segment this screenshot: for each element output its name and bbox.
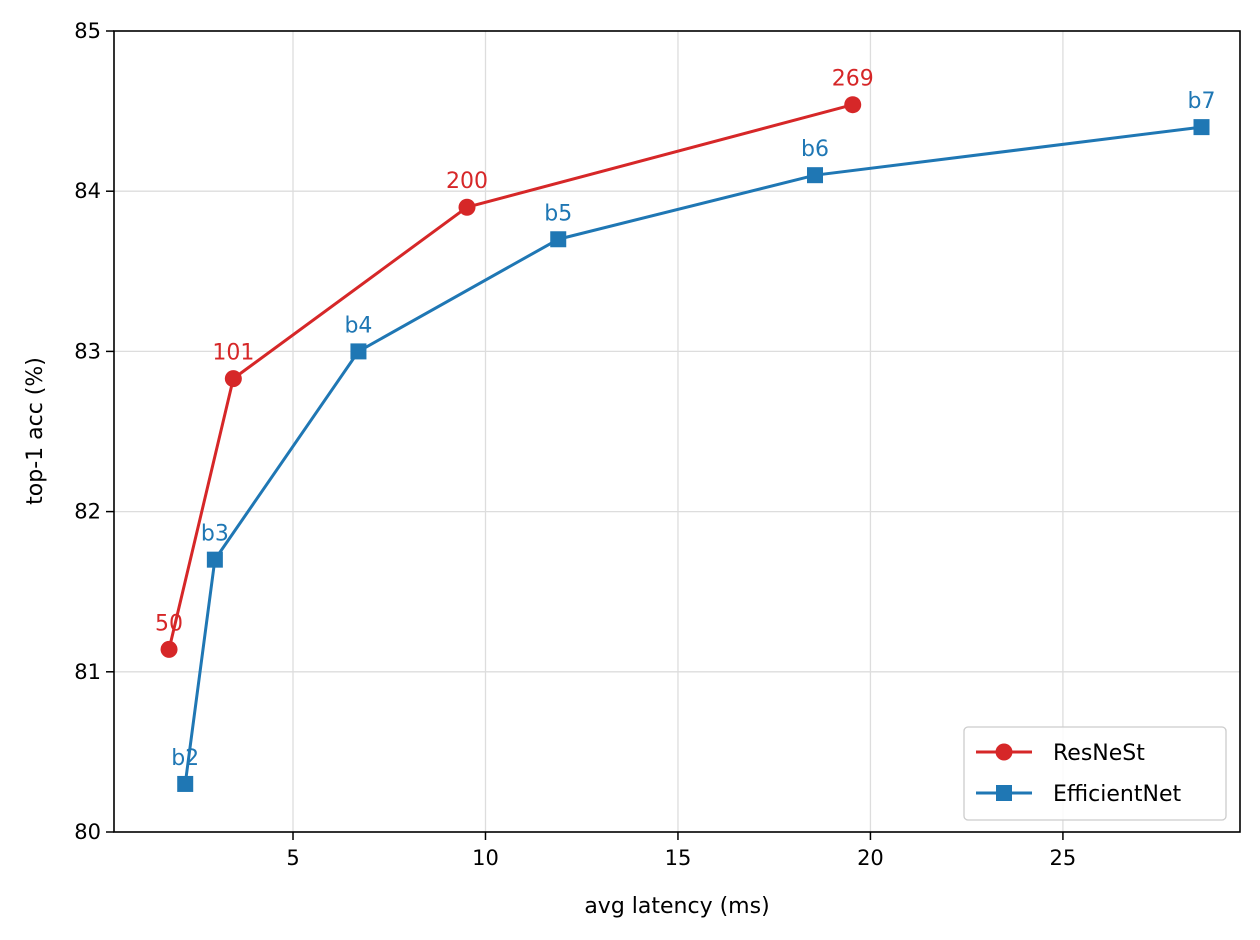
legend-marker-efficientnet	[996, 785, 1012, 801]
legend-label-efficientnet: EfficientNet	[1053, 782, 1181, 807]
series-resnest	[160, 96, 862, 658]
y-axis-label: top-1 acc (%)	[23, 357, 48, 505]
x-tick-label: 20	[857, 846, 884, 870]
point-label-efficientnet: b5	[544, 201, 572, 226]
x-axis-label: avg latency (ms)	[584, 894, 769, 919]
point-labels: 50 101 200 269 b2 b3 b4 b5 b6 b7	[155, 67, 1215, 771]
data-point-resnest	[160, 640, 178, 658]
legend-marker-resnest	[995, 743, 1013, 761]
legend-item-efficientnet: EfficientNet	[976, 782, 1181, 807]
y-tick-label: 85	[74, 19, 101, 43]
series-efficientnet	[177, 119, 1210, 792]
data-point-efficientnet	[550, 231, 567, 248]
legend: ResNeSt EfficientNet	[963, 726, 1227, 821]
legend-frame	[963, 726, 1227, 821]
legend-label-resnest: ResNeSt	[1053, 741, 1145, 766]
point-label-efficientnet: b2	[171, 746, 199, 771]
axis-ticks: 5 10 15 20 25 80 81 82 83 84 85	[74, 19, 1076, 870]
point-label-efficientnet: b7	[1188, 89, 1216, 114]
point-label-resnest: 101	[212, 341, 254, 366]
y-tick-label: 82	[74, 500, 101, 524]
series-line-efficientnet	[183, 125, 1202, 785]
point-label-efficientnet: b3	[201, 522, 229, 547]
x-tick-label: 25	[1050, 846, 1077, 870]
data-point-resnest	[844, 96, 862, 114]
x-tick-label: 15	[665, 846, 692, 870]
point-label-efficientnet: b4	[344, 313, 372, 338]
data-point-efficientnet	[206, 551, 223, 568]
data-point-efficientnet	[807, 167, 824, 184]
legend-item-resnest: ResNeSt	[976, 741, 1145, 766]
y-tick-label: 81	[74, 660, 101, 684]
x-tick-label: 5	[286, 846, 299, 870]
point-label-resnest: 269	[832, 67, 874, 92]
data-point-resnest	[458, 198, 476, 216]
series-line-resnest	[167, 103, 854, 650]
data-point-efficientnet	[177, 775, 194, 792]
series-layer	[160, 96, 1210, 792]
data-point-resnest	[224, 370, 242, 388]
data-point-efficientnet	[1193, 119, 1210, 136]
data-point-efficientnet	[350, 343, 367, 360]
y-tick-label: 83	[74, 339, 101, 363]
x-tick-label: 10	[472, 846, 499, 870]
plot-area-frame	[113, 30, 1241, 833]
point-label-efficientnet: b6	[801, 137, 829, 162]
point-label-resnest: 50	[155, 611, 183, 636]
y-tick-label: 80	[74, 820, 101, 844]
point-label-resnest: 200	[446, 169, 488, 194]
y-tick-label: 84	[74, 179, 101, 203]
